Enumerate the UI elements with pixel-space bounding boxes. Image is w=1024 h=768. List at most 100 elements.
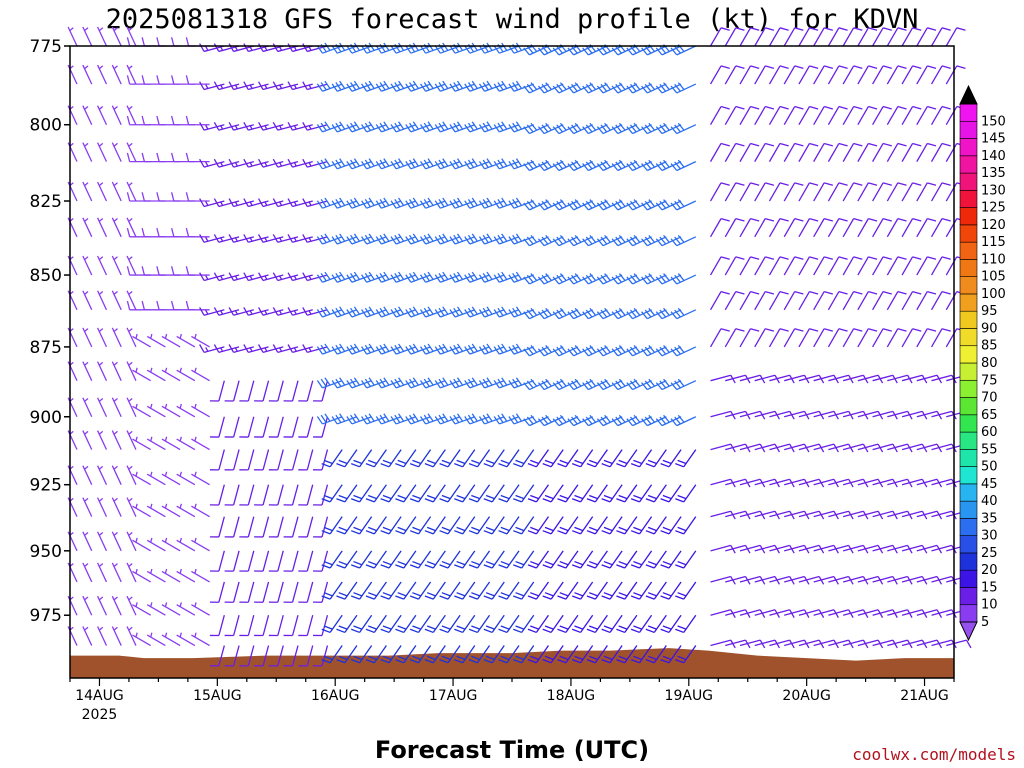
wind-barb	[239, 484, 255, 506]
wind-barb	[82, 255, 93, 276]
wind-barb	[641, 307, 667, 320]
wind-barb	[930, 27, 951, 47]
wind-barb	[313, 550, 329, 572]
wind-barb	[132, 537, 151, 552]
wind-barb	[478, 80, 505, 92]
wind-barb	[111, 290, 122, 311]
wind-barb	[82, 562, 93, 583]
wind-barb	[224, 449, 240, 471]
wind-barb	[126, 227, 151, 238]
wind-barb	[670, 82, 697, 94]
wind-barb	[527, 449, 549, 468]
wind-barb	[209, 615, 225, 637]
wind-barb	[739, 290, 760, 311]
wind-barb	[630, 550, 653, 569]
wind-barb	[527, 550, 549, 569]
wind-barb	[405, 306, 431, 318]
wind-barb	[321, 484, 343, 503]
wind-barb	[886, 218, 907, 238]
wind-barb	[380, 550, 402, 569]
wind-barb	[901, 182, 922, 202]
wind-barb	[82, 181, 93, 202]
wind-barb	[842, 256, 863, 276]
wind-barb	[316, 306, 343, 318]
wind-barb	[424, 645, 446, 664]
wind-barb	[361, 413, 387, 425]
wind-barb	[582, 414, 608, 427]
wind-barb	[313, 645, 329, 667]
wind-barb	[596, 345, 623, 357]
wind-barb	[97, 255, 108, 276]
wind-barb	[813, 290, 834, 311]
wind-barb	[449, 80, 476, 92]
wind-barb	[82, 290, 93, 311]
wind-barb	[542, 550, 564, 569]
wind-barb	[239, 550, 255, 572]
wind-barb	[513, 449, 535, 468]
wind-barb	[97, 562, 108, 583]
wind-barb	[611, 199, 638, 211]
wind-barb	[945, 65, 966, 85]
wind-barb	[626, 414, 652, 427]
wind-barb	[527, 614, 549, 634]
wind-barb	[508, 197, 534, 209]
wind-barb	[111, 497, 122, 517]
wind-barb	[523, 199, 549, 211]
colorbar-label: 85	[981, 339, 998, 354]
wind-barb	[946, 639, 972, 649]
wind-barb	[872, 142, 892, 162]
wind-barb	[156, 300, 181, 311]
wind-barb	[224, 615, 240, 637]
wind-barb	[842, 218, 863, 238]
wind-barb	[141, 266, 166, 276]
wind-barb	[601, 645, 623, 664]
wind-barb	[409, 645, 432, 664]
colorbar-label: 80	[981, 356, 998, 371]
wind-barb	[439, 516, 461, 535]
wind-barb	[916, 256, 937, 276]
wind-barb	[523, 122, 549, 135]
wind-barb	[419, 413, 446, 425]
wind-barb	[170, 115, 195, 126]
wind-barb	[141, 75, 166, 85]
wind-barb	[298, 449, 314, 471]
wind-barb	[331, 271, 358, 283]
colorbar-swatch	[959, 259, 978, 277]
wind-barb	[641, 273, 667, 285]
wind-barb	[641, 234, 667, 247]
wind-barb	[768, 27, 789, 47]
wind-barb	[567, 307, 593, 320]
wind-barb	[498, 614, 520, 634]
wind-barb	[82, 217, 93, 238]
wind-barb	[434, 413, 461, 425]
wind-barb	[616, 449, 638, 468]
wind-barb	[390, 233, 417, 245]
colorbar-label: 110	[981, 252, 1006, 267]
wind-barb	[141, 227, 166, 238]
wind-barb	[97, 327, 108, 348]
wind-barb	[768, 256, 789, 276]
wind-barb	[454, 484, 476, 503]
wind-barb	[361, 271, 387, 283]
wind-barb	[468, 614, 491, 634]
wind-barb	[224, 645, 240, 667]
colorbar-swatch	[959, 483, 978, 502]
wind-barb	[611, 273, 638, 285]
wind-barb	[813, 218, 834, 238]
wind-barb	[478, 158, 505, 170]
wind-barb	[567, 378, 593, 391]
wind-barb	[161, 471, 181, 486]
wind-barb	[552, 273, 579, 285]
colorbar-swatch	[959, 276, 978, 295]
wind-barb	[857, 182, 878, 202]
wind-barb	[842, 27, 863, 47]
wind-barb	[336, 550, 358, 569]
wind-barb	[176, 333, 196, 348]
wind-barb	[321, 516, 343, 535]
wind-barb	[872, 218, 892, 238]
wind-barb	[567, 82, 593, 94]
wind-barb	[596, 307, 623, 320]
wind-barb	[283, 550, 299, 572]
wind-barb	[537, 82, 564, 94]
wind-barb	[97, 497, 108, 517]
